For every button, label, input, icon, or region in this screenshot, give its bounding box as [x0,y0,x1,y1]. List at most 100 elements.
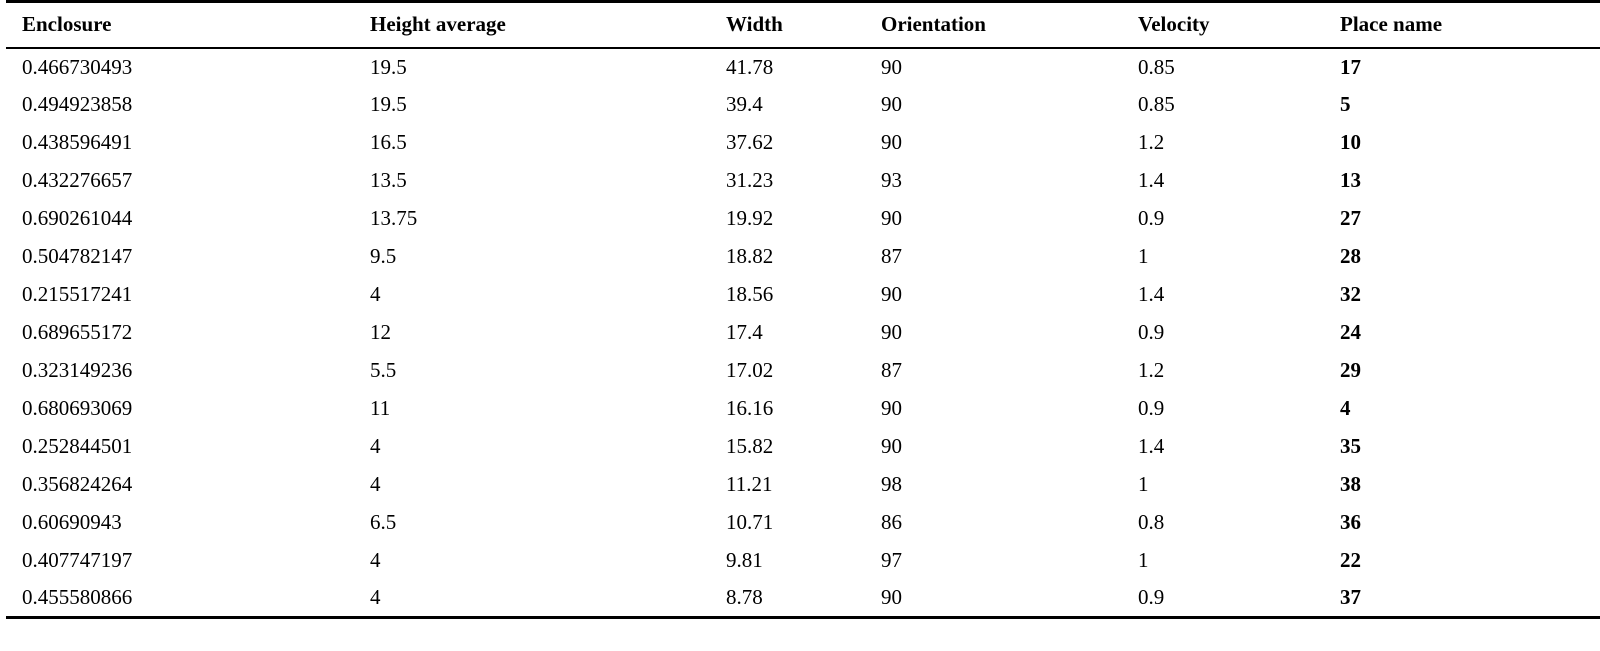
cell-orientation: 86 [881,510,902,534]
cell-place-name: 5 [1340,92,1351,116]
cell-enclosure: 0.455580866 [6,579,354,619]
cell-velocity: 1.4 [1138,434,1165,458]
cell-width: 18.82 [726,244,774,268]
table-row: 0.407747197 4 9.81 97 1 22 [6,542,1600,580]
table-header: Enclosure Height average Width Orientati… [6,0,1600,49]
cell-place-name: 17 [1340,54,1361,79]
table-row: 0.504782147 9.5 18.82 87 1 28 [6,238,1600,276]
cell-place-name: 35 [1340,434,1361,458]
table-row: 0.323149236 5.5 17.02 87 1.2 29 [6,352,1600,390]
cell-height-average: 13.75 [370,206,418,230]
table-row: 0.466730493 19.5 41.78 90 0.85 17 [6,48,1600,86]
cell-enclosure: 0.466730493 [22,54,133,79]
cell-width: 19.92 [726,206,774,230]
cell-height-average: 4 [370,548,381,572]
cell-velocity: 0.9 [1138,396,1165,420]
cell-enclosure: 0.215517241 [22,282,133,306]
cell-orientation: 90 [881,320,902,344]
cell-place-name: 10 [1340,130,1361,154]
table-row: 0.455580866 4 8.78 90 0.9 37 [6,579,1600,619]
header-height-average: Height average [354,0,710,49]
cell-height-average: 4 [370,434,381,458]
cell-width: 10.71 [726,510,774,534]
header-velocity: Velocity [1122,0,1324,49]
header-place-name: Place name [1324,0,1600,49]
cell-place-name: 24 [1340,320,1361,344]
cell-width: 31.23 [726,168,774,192]
table-row: 0.494923858 19.5 39.4 90 0.85 5 [6,86,1600,124]
cell-velocity: 0.9 [1138,206,1165,230]
cell-width: 18.56 [726,282,774,306]
cell-enclosure: 0.438596491 [22,130,133,154]
cell-height-average: 19.5 [370,54,407,79]
cell-width: 16.16 [726,396,774,420]
cell-enclosure: 0.680693069 [22,396,133,420]
cell-velocity: 0.85 [1138,54,1175,79]
data-table-container: Enclosure Height average Width Orientati… [6,0,1600,619]
cell-width: 17.4 [726,320,763,344]
table-row: 0.680693069 11 16.16 90 0.9 4 [6,390,1600,428]
cell-place-name: 38 [1340,472,1361,496]
cell-orientation: 90 [865,579,1122,619]
cell-enclosure: 0.407747197 [22,548,133,572]
table-row: 0.356824264 4 11.21 98 1 38 [6,466,1600,504]
table-row: 0.690261044 13.75 19.92 90 0.9 27 [6,200,1600,238]
cell-height-average: 4 [370,472,381,496]
table-row: 0.215517241 4 18.56 90 1.4 32 [6,276,1600,314]
header-width: Width [710,0,865,49]
cell-height-average: 12 [370,320,391,344]
cell-height-average: 13.5 [370,168,407,192]
cell-orientation: 93 [881,168,902,192]
cell-enclosure: 0.60690943 [22,510,122,534]
cell-enclosure: 0.252844501 [22,434,133,458]
cell-orientation: 97 [881,548,902,572]
cell-orientation: 90 [881,54,902,79]
data-table: Enclosure Height average Width Orientati… [6,0,1600,619]
cell-enclosure: 0.504782147 [22,244,133,268]
cell-height-average: 5.5 [370,358,397,382]
cell-velocity: 1.2 [1138,358,1165,382]
cell-velocity: 1.2 [1138,130,1165,154]
header-orientation: Orientation [865,0,1122,49]
cell-height-average: 4 [354,579,710,619]
cell-velocity: 1 [1138,244,1149,268]
cell-width: 39.4 [726,92,763,116]
cell-velocity: 0.8 [1138,510,1165,534]
cell-place-name: 28 [1340,244,1361,268]
cell-velocity: 0.9 [1138,320,1165,344]
cell-width: 8.78 [710,579,865,619]
cell-orientation: 90 [881,206,902,230]
cell-orientation: 90 [881,396,902,420]
cell-width: 9.81 [726,548,763,572]
cell-enclosure: 0.494923858 [22,92,133,116]
cell-place-name: 4 [1340,396,1351,420]
cell-orientation: 98 [881,472,902,496]
table-row: 0.689655172 12 17.4 90 0.9 24 [6,314,1600,352]
table-row: 0.60690943 6.5 10.71 86 0.8 36 [6,504,1600,542]
header-row: Enclosure Height average Width Orientati… [6,0,1600,49]
cell-enclosure: 0.690261044 [22,206,133,230]
cell-velocity: 1 [1138,472,1149,496]
table-body: 0.466730493 19.5 41.78 90 0.85 17 0.494923858 1… [6,48,1600,619]
cell-velocity: 0.9 [1122,579,1324,619]
cell-height-average: 6.5 [370,510,397,534]
cell-width: 15.82 [726,434,774,458]
cell-orientation: 90 [881,282,902,306]
table-row: 0.438596491 16.5 37.62 90 1.2 10 [6,124,1600,162]
cell-place-name: 36 [1340,510,1361,534]
cell-height-average: 4 [370,282,381,306]
cell-height-average: 9.5 [370,244,397,268]
cell-orientation: 87 [881,244,902,268]
cell-place-name: 29 [1340,358,1361,382]
cell-orientation: 90 [881,92,902,116]
cell-enclosure: 0.689655172 [22,320,133,344]
cell-place-name: 13 [1340,168,1361,192]
cell-enclosure: 0.323149236 [22,358,133,382]
cell-orientation: 90 [881,130,902,154]
cell-enclosure: 0.356824264 [22,472,133,496]
cell-velocity: 1.4 [1138,282,1165,306]
cell-width: 41.78 [726,54,774,79]
cell-place-name: 22 [1340,548,1361,572]
table-row: 0.432276657 13.5 31.23 93 1.4 13 [6,162,1600,200]
cell-height-average: 16.5 [370,130,407,154]
